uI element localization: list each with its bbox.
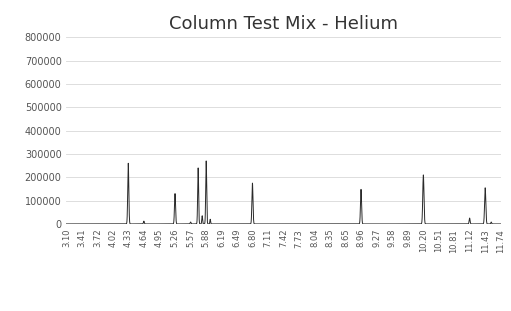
Title: Column Test Mix - Helium: Column Test Mix - Helium [169, 15, 398, 33]
